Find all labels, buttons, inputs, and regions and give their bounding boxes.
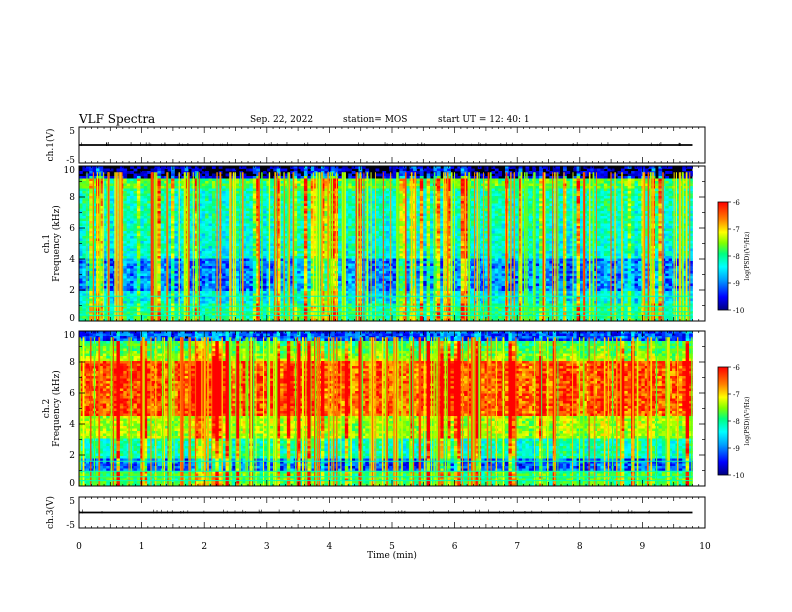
narrowband-lines: [79, 295, 693, 317]
y-tick-label: 5: [69, 497, 75, 507]
ch2-spectrogram: [79, 331, 693, 487]
colorbar-tick-label: -6: [733, 199, 740, 207]
colorbar-label: log(PSD)(V²/Hz): [744, 397, 751, 446]
colorbar-tick-label: -9: [733, 445, 740, 453]
colorbar-tick-label: -10: [733, 307, 744, 315]
y-tick-label: -5: [66, 156, 75, 166]
date-label: Sep. 22, 2022: [250, 115, 313, 125]
y-tick-label: 4: [69, 420, 75, 430]
colorbar-tick-label: -9: [733, 280, 740, 288]
x-axis-label: Time (min): [367, 550, 417, 561]
y-tick-label: -5: [66, 521, 75, 531]
y-tick-label: 10: [64, 331, 76, 341]
y-tick-label: 8: [69, 193, 75, 203]
ch1-voltage-panel: [79, 142, 693, 146]
sferic-spikes: [79, 337, 693, 486]
x-tick-label: 0: [76, 542, 82, 552]
x-tick-label: 5: [389, 542, 395, 552]
colorbar-tick-label: -7: [733, 226, 740, 234]
colorbar-tick-label: -8: [733, 253, 740, 261]
colorbar-scale: [717, 366, 729, 476]
y-tick-label: 5: [69, 127, 75, 137]
x-tick-label: 2: [201, 542, 207, 552]
start-time-label: start UT = 12: 40: 1: [438, 115, 530, 125]
x-tick-label: 8: [577, 542, 583, 552]
y-tick-label: 4: [69, 255, 75, 265]
y-axis-label: Frequency (kHz): [51, 205, 62, 282]
x-tick-label: 7: [514, 542, 520, 552]
y-axis-label: ch.1: [42, 234, 52, 253]
x-tick-label: 4: [327, 542, 333, 552]
y-tick-label: 2: [69, 451, 75, 461]
ch3-voltage-panel: [79, 509, 693, 514]
y-axis-label: ch.1(V): [45, 129, 56, 162]
x-tick-label: 10: [699, 542, 711, 552]
colorbar-label: log(PSD)(V²/Hz): [744, 232, 751, 281]
y-tick-label: 10: [64, 166, 76, 176]
y-axis-label: Frequency (kHz): [51, 370, 62, 447]
colorbar-tick-label: -8: [733, 418, 740, 426]
chart-title: VLF Spectra: [79, 112, 155, 126]
narrowband-lines: [79, 460, 693, 482]
y-axis-label: ch.3(V): [45, 496, 56, 529]
ch1-spectrogram: [79, 166, 693, 322]
y-tick-label: 0: [69, 479, 75, 489]
y-tick-label: 6: [69, 389, 75, 399]
x-tick-label: 3: [264, 542, 270, 552]
ch1-colorbar: -6 -7 -8 -9 -10 log(PSD)(V²/Hz): [717, 199, 751, 315]
colorbar-tick-label: -6: [733, 364, 740, 372]
x-tick-label: 9: [640, 542, 646, 552]
colorbar-tick-label: -10: [733, 472, 744, 480]
station-label: station= MOS: [343, 115, 407, 125]
y-tick-label: 8: [69, 358, 75, 368]
colorbar-scale: [717, 201, 729, 311]
ch2-colorbar: -6 -7 -8 -9 -10 log(PSD)(V²/Hz): [717, 364, 751, 480]
x-tick-label: 6: [452, 542, 458, 552]
colorbar-tick-label: -7: [733, 391, 740, 399]
y-axis-label: ch.2: [42, 399, 52, 418]
spectro-cells: [79, 166, 693, 322]
y-tick-label: 2: [69, 286, 75, 296]
y-tick-label: 6: [69, 224, 75, 234]
x-tick-label: 1: [139, 542, 145, 552]
y-tick-label: 0: [69, 314, 75, 324]
